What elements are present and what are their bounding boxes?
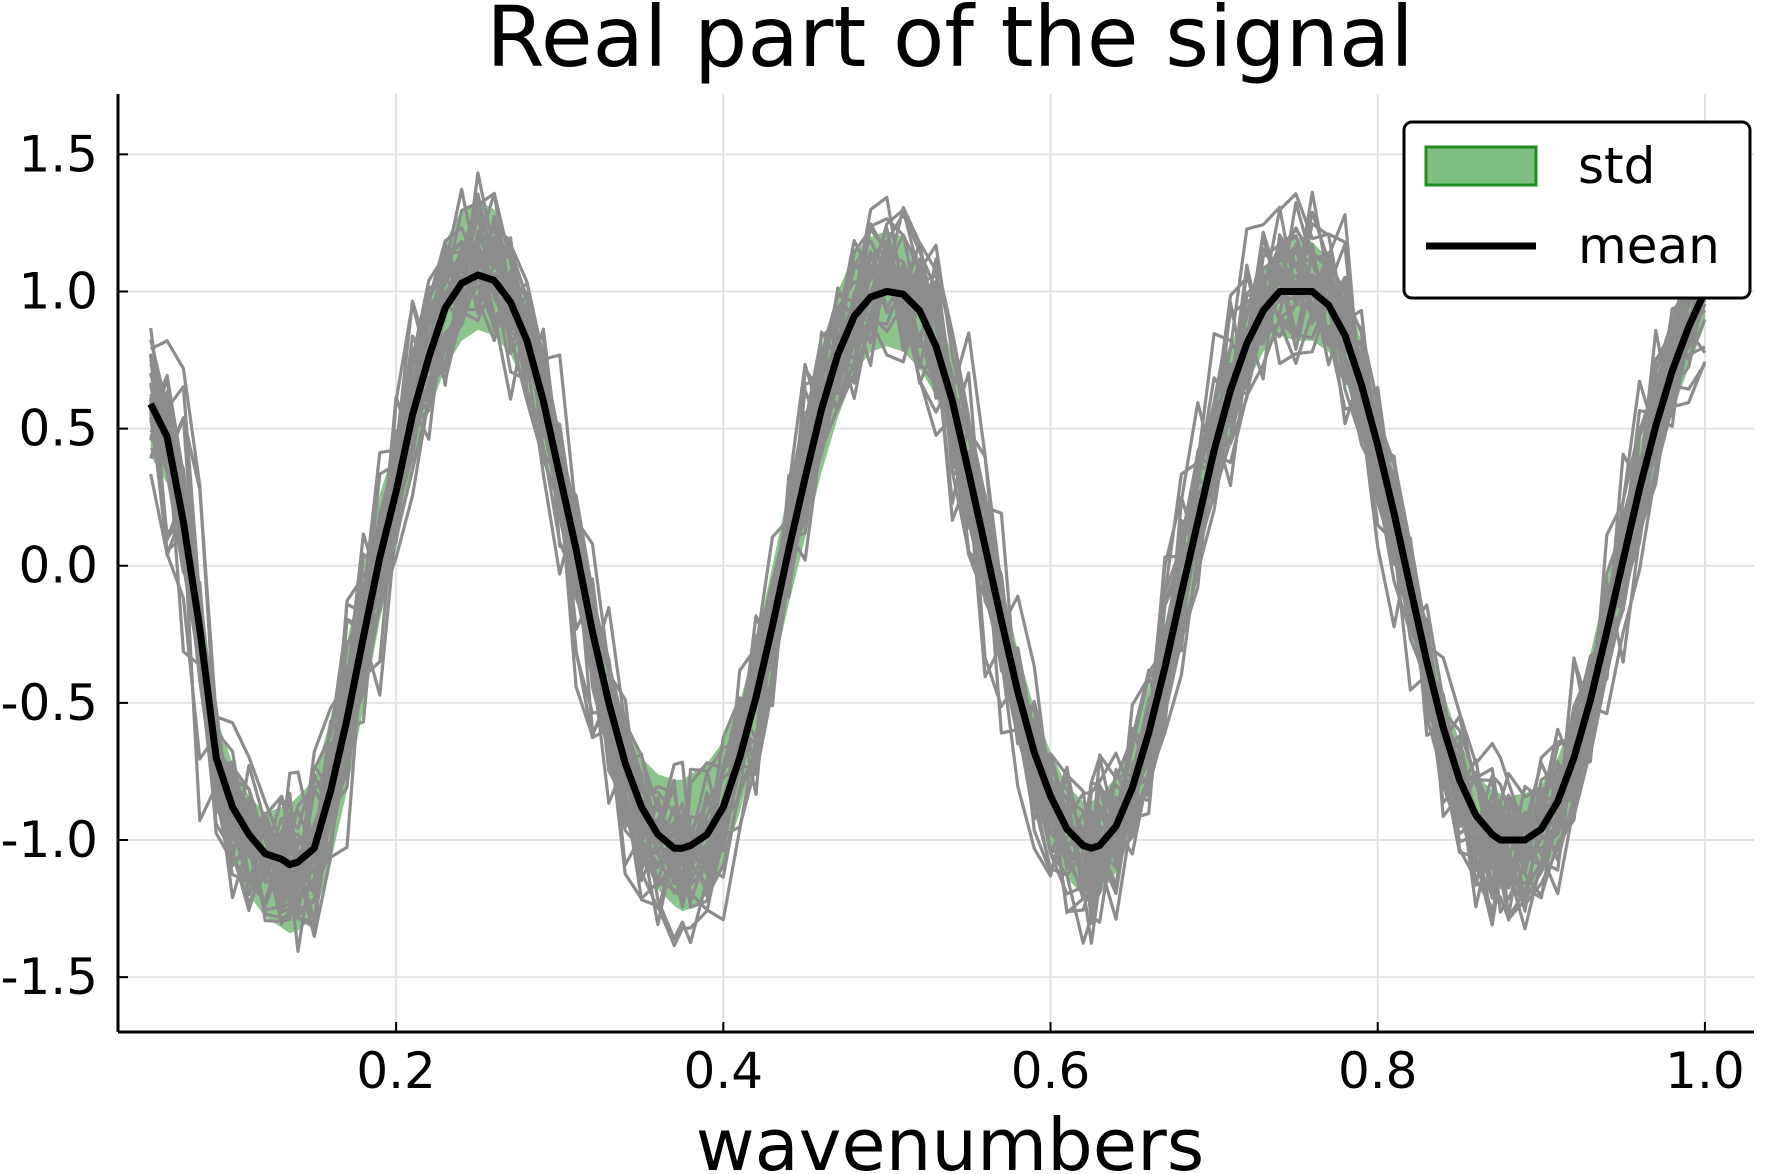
legend-label: std xyxy=(1578,137,1655,195)
y-tick-label: 0.0 xyxy=(18,537,98,595)
sample-line xyxy=(149,226,1707,921)
x-tick-label: 0.2 xyxy=(356,1042,436,1100)
sample-line xyxy=(149,278,1707,889)
y-axis-ticks: -1.5 -1.0 -0.5 0.0 0.5 1.0 1.5 xyxy=(0,125,128,1006)
legend: std mean xyxy=(1402,120,1752,300)
sample-line xyxy=(149,240,1707,912)
y-tick-label: -1.5 xyxy=(0,948,98,1006)
y-tick-label: 1.0 xyxy=(18,262,98,320)
y-tick-label: -1.0 xyxy=(0,811,98,869)
x-tick-label: 0.6 xyxy=(1011,1042,1091,1100)
legend-swatch-std xyxy=(1424,145,1538,187)
grid xyxy=(118,94,1754,1032)
x-tick-label: 1.0 xyxy=(1665,1042,1745,1100)
mean-line xyxy=(147,271,1709,869)
axes xyxy=(116,94,1754,1034)
x-tick-label: 0.4 xyxy=(684,1042,764,1100)
chart-title: Real part of the signal xyxy=(486,0,1413,86)
sample-line xyxy=(149,269,1707,901)
y-tick-label: 0.5 xyxy=(18,400,98,458)
y-tick-label: -0.5 xyxy=(0,674,98,732)
x-axis-label: wavenumbers xyxy=(696,1103,1204,1174)
x-tick-label: 0.8 xyxy=(1338,1042,1418,1100)
y-tick-label: 1.5 xyxy=(18,125,98,183)
legend-label: mean xyxy=(1578,217,1720,275)
plot-area xyxy=(147,171,1709,953)
x-axis-ticks: 0.2 0.4 0.6 0.8 1.0 xyxy=(356,1022,1745,1100)
